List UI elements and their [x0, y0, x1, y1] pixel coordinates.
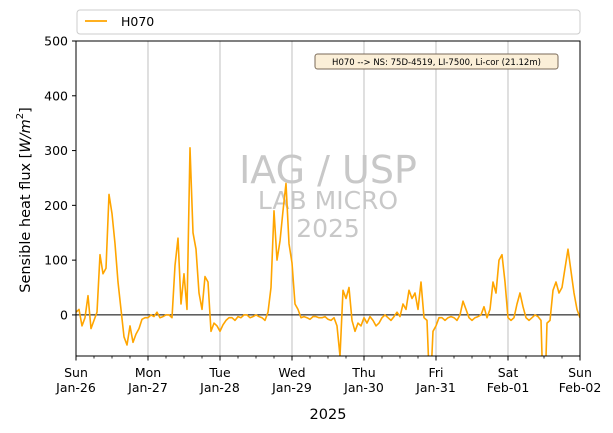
y-tick-label: 100: [44, 253, 68, 268]
x-axis-label: 2025: [310, 407, 347, 423]
watermark-line-2: LAB MICRO: [258, 186, 398, 215]
annotation-text: H070 --> NS: 75D-4519, LI-7500, Li-cor (…: [332, 58, 541, 68]
legend: H070: [76, 9, 581, 35]
y-axis-label-unit-exp: 2: [15, 113, 26, 119]
x-tick-label-date: Jan-27: [127, 380, 168, 395]
x-tick-label-day: Mon: [135, 365, 161, 380]
x-tick-label-date: Feb-02: [559, 380, 602, 395]
y-axis-label-main: Sensible heat flux: [18, 158, 34, 292]
series-line-h070: [76, 147, 580, 356]
x-tick-label-day: Thu: [351, 365, 375, 380]
x-tick-label-day: Sat: [498, 365, 519, 380]
x-axis: SunJan-26MonJan-27TueJan-28WedJan-29ThuJ…: [55, 356, 601, 395]
watermark: IAG / USP LAB MICRO 2025: [239, 148, 417, 243]
plot-area: [76, 41, 580, 356]
x-tick-label-date: Jan-29: [271, 380, 312, 395]
watermark-line-1: IAG / USP: [239, 148, 417, 192]
x-tick-label-date: Jan-28: [199, 380, 240, 395]
y-axis-label: Sensible heat flux [W/m2]: [15, 107, 34, 293]
x-tick-label-day: Wed: [278, 365, 305, 380]
x-tick-label-date: Feb-01: [487, 380, 530, 395]
annotation-box: H070 --> NS: 75D-4519, LI-7500, Li-cor (…: [314, 53, 559, 70]
x-tick-label-day: Sun: [64, 365, 88, 380]
x-tick-label-date: Jan-31: [415, 380, 456, 395]
y-axis-label-unit-m: m: [18, 119, 34, 133]
y-tick-label: 300: [44, 143, 68, 158]
x-tick-label-day: Sun: [568, 365, 592, 380]
y-tick-label: 0: [60, 307, 68, 322]
x-tick-label-day: Tue: [208, 365, 231, 380]
x-tick-label-date: Jan-30: [343, 380, 384, 395]
grid-layer: [76, 41, 580, 356]
y-tick-label: 200: [44, 198, 68, 213]
series-layer: [76, 147, 580, 356]
y-tick-label: 500: [44, 34, 68, 49]
x-tick-label-date: Jan-26: [55, 380, 96, 395]
watermark-line-3: 2025: [296, 214, 360, 243]
y-tick-label: 400: [44, 88, 68, 103]
y-axis: 0 100 200 300 400 500: [44, 34, 76, 322]
x-tick-label-day: Fri: [429, 365, 444, 380]
legend-label-h070: H070: [121, 14, 154, 29]
y-axis-label-unit-w: W: [18, 138, 34, 153]
